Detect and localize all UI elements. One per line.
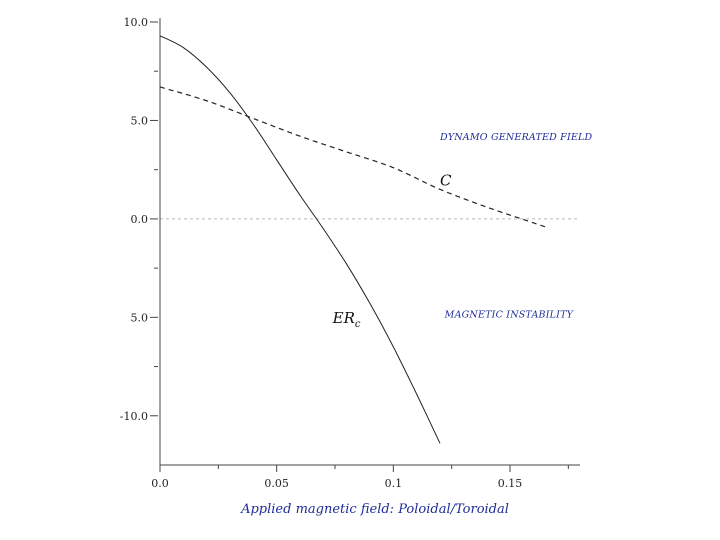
y-tick-label: 5.0 bbox=[131, 114, 149, 127]
curve-label-erc: ERc bbox=[332, 309, 361, 330]
ticks: 10.0 5.0 0.0 5.0 -10.0 0.0 0.05 0.1 0.15 bbox=[120, 16, 569, 490]
series-line-erc bbox=[159, 35, 441, 444]
x-tick-label: 0.1 bbox=[385, 477, 403, 490]
x-tick-label: 0.15 bbox=[498, 477, 523, 490]
y-tick-label: 0.0 bbox=[131, 213, 149, 226]
y-tick-label: -10.0 bbox=[120, 410, 148, 423]
annotation-dynamo-generated-field: DYNAMO GENERATED FIELD bbox=[439, 132, 593, 143]
x-tick-label: 0.05 bbox=[264, 477, 289, 490]
series-line-c bbox=[159, 86, 546, 228]
y-tick-label: 5.0 bbox=[131, 311, 149, 324]
y-tick-label: 10.0 bbox=[124, 16, 149, 29]
curve-label-c: C bbox=[440, 171, 452, 189]
x-axis-label: Applied magnetic field: Poloidal/Toroida… bbox=[240, 502, 509, 517]
x-tick-label: 0.0 bbox=[151, 477, 169, 490]
annotation-magnetic-instability: MAGNETIC INSTABILITY bbox=[444, 309, 575, 320]
series-layer bbox=[159, 35, 546, 444]
